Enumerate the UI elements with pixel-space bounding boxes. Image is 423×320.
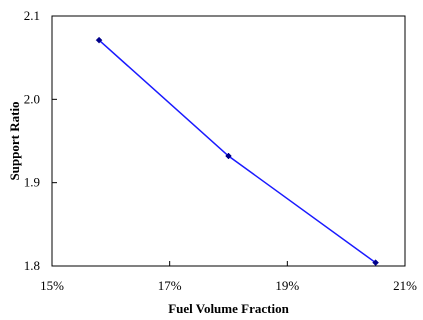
y-tick-label: 2.1: [24, 8, 40, 23]
x-tick-label: 17%: [158, 278, 182, 293]
y-tick-label: 1.9: [24, 175, 40, 190]
y-tick-label: 1.8: [24, 258, 40, 273]
data-point: [372, 259, 379, 267]
y-axis-ticks: 1.8 1.9 2.0 2.1: [24, 8, 57, 273]
data-point: [225, 152, 232, 160]
series-layer: [95, 36, 379, 267]
x-tick-label: 15%: [40, 278, 64, 293]
x-axis-title: Fuel Volume Fraction: [168, 301, 289, 316]
series-line: [98, 39, 377, 264]
x-tick-label: 21%: [393, 278, 417, 293]
y-tick-label: 2.0: [24, 91, 40, 106]
plot-frame: [51, 15, 406, 267]
data-point: [95, 36, 103, 44]
y-axis-title: Support Ratio: [7, 101, 22, 180]
x-axis-ticks: 15% 17% 19% 21%: [40, 261, 417, 293]
x-tick-label: 19%: [275, 278, 299, 293]
